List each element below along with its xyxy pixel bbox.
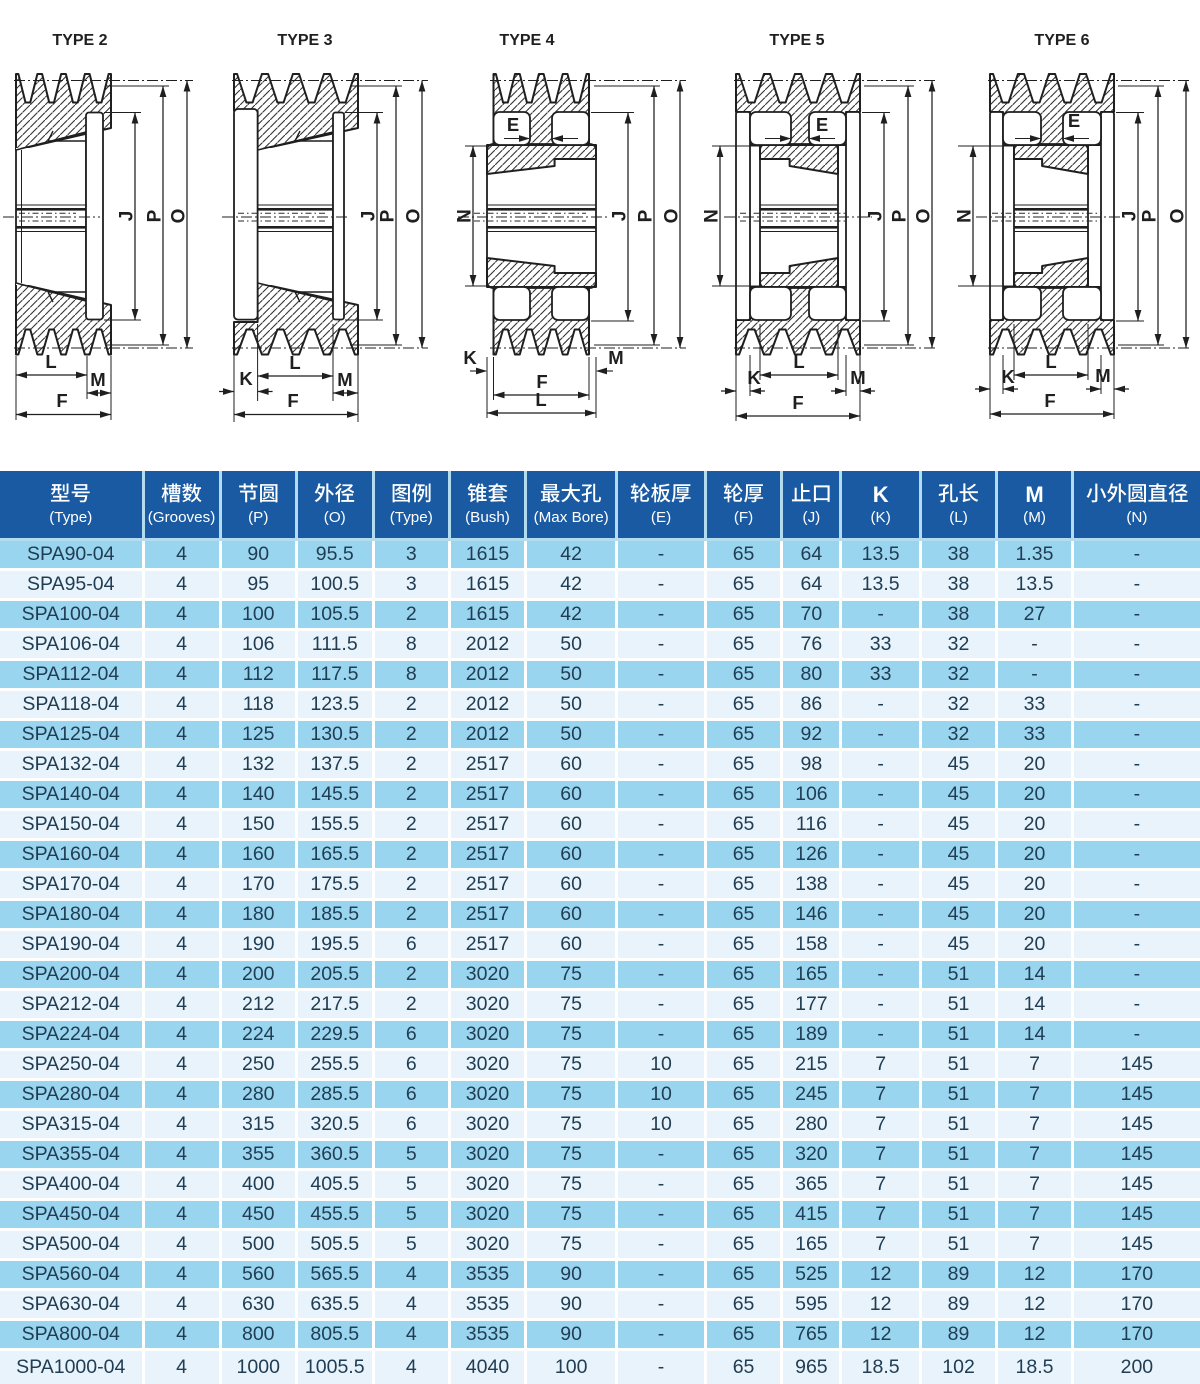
svg-text:P: P xyxy=(1140,209,1161,222)
svg-text:K: K xyxy=(463,347,477,368)
svg-text:O: O xyxy=(914,209,935,224)
svg-text:M: M xyxy=(337,369,352,390)
svg-text:L: L xyxy=(793,351,804,372)
svg-text:N: N xyxy=(955,209,976,223)
svg-text:K: K xyxy=(747,367,761,388)
svg-text:K: K xyxy=(1001,366,1015,387)
svg-text:L: L xyxy=(289,352,300,373)
svg-text:J: J xyxy=(866,211,887,222)
svg-text:P: P xyxy=(890,209,911,222)
svg-text:M: M xyxy=(1095,365,1110,386)
svg-text:L: L xyxy=(1045,351,1056,372)
svg-text:F: F xyxy=(536,371,547,392)
svg-text:TYPE 6: TYPE 6 xyxy=(1034,32,1089,49)
svg-text:K: K xyxy=(239,368,253,389)
svg-text:N: N xyxy=(702,209,723,223)
svg-text:F: F xyxy=(1044,390,1055,411)
svg-text:F: F xyxy=(792,392,803,413)
svg-text:O: O xyxy=(1168,209,1189,224)
svg-text:L: L xyxy=(535,389,546,410)
svg-text:J: J xyxy=(359,211,380,222)
svg-text:P: P xyxy=(378,209,399,222)
svg-text:TYPE 4: TYPE 4 xyxy=(499,32,554,49)
svg-text:M: M xyxy=(850,367,865,388)
svg-text:E: E xyxy=(507,114,519,135)
svg-text:F: F xyxy=(56,390,67,411)
svg-text:E: E xyxy=(816,114,828,135)
svg-text:J: J xyxy=(1120,211,1141,222)
svg-text:F: F xyxy=(287,390,298,411)
svg-text:L: L xyxy=(45,351,56,372)
svg-text:O: O xyxy=(169,209,190,224)
svg-text:TYPE 3: TYPE 3 xyxy=(277,32,332,49)
svg-text:TYPE 5: TYPE 5 xyxy=(769,32,824,49)
svg-text:E: E xyxy=(1068,110,1080,131)
svg-text:M: M xyxy=(608,347,623,368)
svg-text:M: M xyxy=(90,369,105,390)
svg-text:N: N xyxy=(455,209,476,223)
svg-text:J: J xyxy=(117,211,138,222)
svg-text:O: O xyxy=(404,209,425,224)
svg-text:TYPE 2: TYPE 2 xyxy=(52,32,107,49)
svg-text:O: O xyxy=(662,209,683,224)
svg-text:P: P xyxy=(636,209,657,222)
svg-text:J: J xyxy=(610,211,631,222)
svg-text:P: P xyxy=(145,209,166,222)
